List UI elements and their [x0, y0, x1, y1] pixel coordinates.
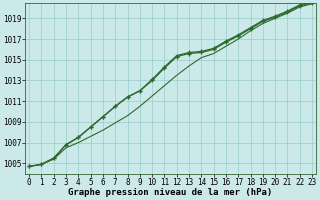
- X-axis label: Graphe pression niveau de la mer (hPa): Graphe pression niveau de la mer (hPa): [68, 188, 273, 197]
